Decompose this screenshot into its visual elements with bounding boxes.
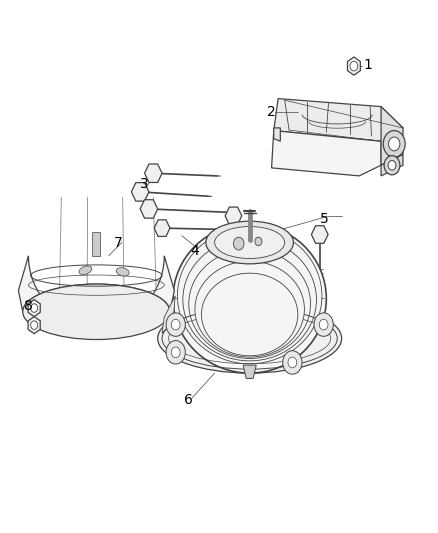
Polygon shape <box>140 200 158 218</box>
Polygon shape <box>162 296 175 333</box>
Ellipse shape <box>116 268 129 276</box>
Circle shape <box>314 313 333 336</box>
Text: 1: 1 <box>364 58 372 72</box>
Circle shape <box>288 357 297 368</box>
Circle shape <box>171 347 180 358</box>
Circle shape <box>384 156 400 175</box>
Circle shape <box>233 237 244 250</box>
Polygon shape <box>381 155 403 176</box>
Text: 7: 7 <box>114 236 123 249</box>
Circle shape <box>319 319 328 330</box>
Text: 5: 5 <box>320 212 328 225</box>
Circle shape <box>350 61 358 71</box>
Polygon shape <box>28 317 40 334</box>
Polygon shape <box>311 226 328 243</box>
Text: 2: 2 <box>267 105 276 119</box>
Ellipse shape <box>195 261 304 357</box>
Circle shape <box>31 321 38 329</box>
Text: 6: 6 <box>184 393 193 407</box>
Polygon shape <box>274 128 280 141</box>
Polygon shape <box>28 300 40 317</box>
Polygon shape <box>145 164 162 182</box>
Circle shape <box>383 131 405 157</box>
Circle shape <box>31 304 38 312</box>
Polygon shape <box>225 207 242 224</box>
Ellipse shape <box>189 249 311 358</box>
Ellipse shape <box>173 224 326 373</box>
Circle shape <box>283 351 302 374</box>
Circle shape <box>166 313 185 336</box>
Ellipse shape <box>79 266 92 274</box>
Circle shape <box>388 160 396 170</box>
Text: 8: 8 <box>24 300 33 313</box>
Ellipse shape <box>23 284 170 340</box>
Ellipse shape <box>201 273 298 356</box>
Circle shape <box>255 237 262 246</box>
Circle shape <box>166 341 185 364</box>
Text: 4: 4 <box>191 244 199 257</box>
Ellipse shape <box>183 238 316 361</box>
Polygon shape <box>381 107 403 165</box>
Polygon shape <box>154 220 170 237</box>
Polygon shape <box>18 256 174 325</box>
Ellipse shape <box>215 227 285 259</box>
Ellipse shape <box>206 221 293 264</box>
Polygon shape <box>92 232 100 256</box>
Polygon shape <box>274 99 403 144</box>
Circle shape <box>389 137 400 151</box>
Polygon shape <box>131 183 149 201</box>
Polygon shape <box>243 365 256 378</box>
Ellipse shape <box>158 304 342 373</box>
Polygon shape <box>347 57 360 75</box>
Polygon shape <box>272 131 381 176</box>
Circle shape <box>171 319 180 330</box>
Ellipse shape <box>177 228 322 364</box>
Text: 3: 3 <box>140 177 149 191</box>
